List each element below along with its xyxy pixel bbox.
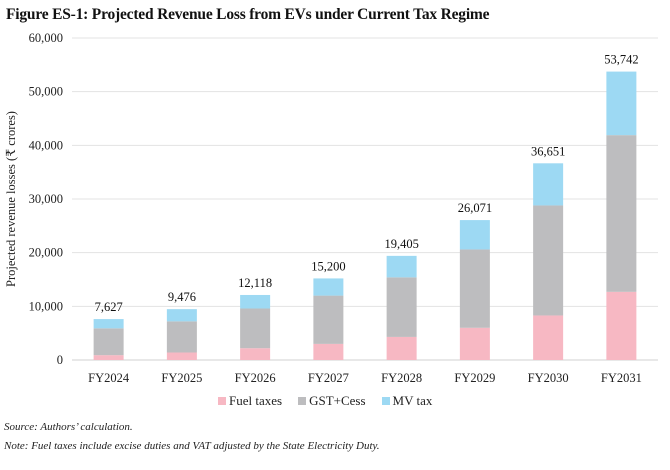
bar-segment-gst-cess: [240, 308, 271, 349]
x-tick-label: FY2026: [235, 371, 276, 385]
legend-swatch-mv-tax: [381, 397, 390, 405]
bar-segment-gst-cess: [533, 205, 564, 316]
y-tick-label: 40,000: [29, 138, 63, 152]
y-tick-label: 50,000: [29, 85, 63, 99]
y-axis-title: Projected revenue losses (₹ crores): [4, 111, 18, 287]
x-tick-label: FY2028: [381, 371, 422, 385]
bar-segment-mv-tax: [459, 220, 490, 250]
total-data-label: 36,651: [531, 144, 565, 158]
x-tick-label: FY2024: [88, 371, 130, 385]
bar-segment-gst-cess: [166, 321, 197, 353]
total-data-label: 19,405: [384, 237, 418, 251]
chart-title: Figure ES-1: Projected Revenue Loss from…: [6, 6, 490, 23]
total-labels: 7,627 9,476 12,118 15,200 19,405 26,071 36,651…: [95, 53, 639, 314]
total-data-label: 7,627: [95, 300, 123, 314]
bar-segment-gst-cess: [459, 249, 490, 328]
legend-item-gst-cess: GST+Cess: [298, 393, 366, 409]
x-tick-label: FY2025: [161, 371, 202, 385]
legend-swatch-gst-cess: [298, 397, 307, 405]
bar-segment-mv-tax: [606, 71, 637, 136]
total-data-label: 9,476: [168, 290, 196, 304]
bar-segment-gst-cess: [93, 328, 124, 356]
bar-segment-mv-tax: [533, 163, 564, 206]
bar-segment-mv-tax: [313, 278, 344, 296]
y-tick-label: 10,000: [29, 299, 63, 313]
source-note: Source: Authors’ calculation.: [4, 421, 133, 433]
bar-segment-gst-cess: [313, 295, 344, 344]
legend-label: Fuel taxes: [229, 393, 283, 408]
x-tick-label: FY2029: [454, 371, 495, 385]
bar-segment-mv-tax: [386, 255, 417, 278]
bar-segment-mv-tax: [166, 309, 197, 322]
legend-item-mv-tax: MV tax: [381, 393, 433, 409]
x-axis-labels: FY2024 FY2025 FY2026 FY2027 FY2028 FY2029 FY20…: [88, 371, 642, 385]
bar-segment-gst-cess: [606, 135, 637, 292]
total-data-label: 53,742: [604, 53, 638, 67]
bar-segment-fuel-taxes: [386, 336, 417, 360]
total-data-label: 12,118: [238, 276, 272, 290]
bar-segment-fuel-taxes: [313, 343, 344, 360]
y-tick-label: 60,000: [29, 31, 63, 45]
chart-canvas: 0 10,000 20,000 30,000 40,000 50,000 60,000 7,…: [4, 31, 658, 385]
legend-label: MV tax: [392, 393, 433, 408]
bar-segment-gst-cess: [386, 277, 417, 337]
gridlines: [72, 37, 658, 361]
bar-segment-mv-tax: [93, 319, 124, 329]
x-tick-label: FY2030: [528, 371, 569, 385]
y-axis-ticks: 0 10,000 20,000 30,000 40,000 50,000 60,000: [29, 31, 63, 367]
bar-segment-fuel-taxes: [606, 291, 637, 360]
bar-segment-mv-tax: [240, 294, 271, 309]
legend: Fuel taxes GST+Cess MV tax: [218, 393, 432, 409]
x-tick-label: FY2031: [601, 371, 642, 385]
legend-item-fuel-taxes: Fuel taxes: [218, 393, 282, 409]
legend-swatch-fuel-taxes: [218, 397, 226, 405]
bars: [93, 71, 637, 360]
y-tick-label: 20,000: [29, 246, 63, 260]
bar-segment-fuel-taxes: [533, 315, 564, 360]
y-tick-label: 30,000: [29, 192, 63, 206]
legend-label: GST+Cess: [309, 393, 366, 408]
footnote: Note: Fuel taxes include excise duties a…: [4, 440, 380, 452]
bar-segment-fuel-taxes: [459, 327, 490, 360]
x-tick-label: FY2027: [308, 371, 349, 385]
total-data-label: 15,200: [311, 259, 345, 273]
bar-segment-fuel-taxes: [166, 352, 197, 360]
bar-segment-fuel-taxes: [93, 355, 124, 360]
y-tick-label: 0: [57, 353, 63, 367]
bar-segment-fuel-taxes: [240, 348, 271, 360]
total-data-label: 26,071: [458, 201, 492, 215]
